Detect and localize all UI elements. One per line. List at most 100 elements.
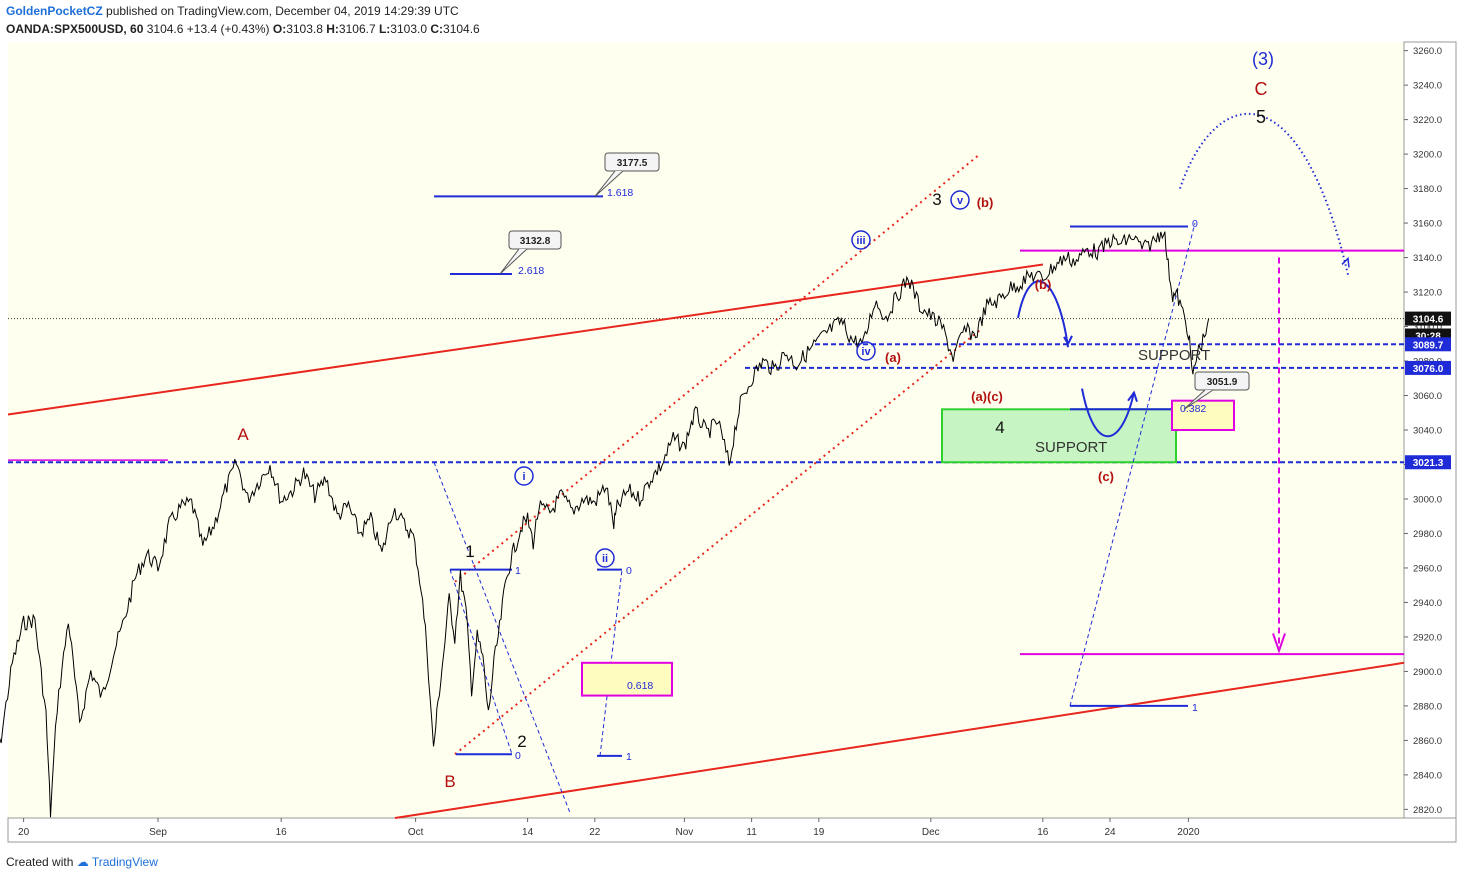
y-tick-label: 3180.0 bbox=[1413, 184, 1442, 195]
wave-label-1: 1 bbox=[465, 542, 474, 561]
callout-3051: 3051.9 bbox=[1207, 377, 1238, 388]
y-tick-label: 2820.0 bbox=[1413, 805, 1442, 816]
callout-3177-pointer bbox=[594, 170, 624, 197]
callout-3132-box bbox=[508, 230, 562, 250]
fib-right-label-0: 0 bbox=[1192, 218, 1198, 230]
projection-c-head bbox=[1127, 390, 1138, 403]
fib-small2-label-0: 0 bbox=[626, 565, 632, 577]
wave-label-iii-circle bbox=[851, 230, 871, 250]
wave-label-2: 2 bbox=[517, 732, 526, 751]
price-tag-label: 3021.3 bbox=[1413, 458, 1444, 469]
support-label-lower: SUPPORT bbox=[1035, 439, 1107, 456]
wave-label-i: i bbox=[522, 471, 525, 483]
y-tick-label: 2840.0 bbox=[1413, 770, 1442, 781]
y-tick-label: 2860.0 bbox=[1413, 736, 1442, 747]
publish-line: GoldenPocketCZ published on TradingView.… bbox=[6, 4, 459, 18]
callout-3051-pointer bbox=[1183, 389, 1214, 410]
callout-3132: 3132.8 bbox=[520, 236, 551, 247]
price-tag-box bbox=[1405, 455, 1451, 470]
y-tick-label: 3240.0 bbox=[1413, 81, 1442, 92]
ohlc-line: OANDA:SPX500USD, 60 3104.6 +13.4 (+0.43%… bbox=[6, 22, 480, 36]
y-tick-label: 3040.0 bbox=[1413, 426, 1442, 437]
close-label: C: bbox=[430, 22, 444, 36]
wave-label-iv-circle bbox=[856, 341, 876, 361]
tradingview-cloud-icon: ☁ bbox=[76, 855, 89, 869]
wave-label-C: C bbox=[1255, 79, 1268, 99]
wave-label-4: 4 bbox=[995, 418, 1004, 437]
wave-label-ac: (a)(c) bbox=[971, 389, 1003, 404]
y-tick-label: 3120.0 bbox=[1413, 288, 1442, 299]
y-tick-label: 3220.0 bbox=[1413, 115, 1442, 126]
fib-0382-box bbox=[1171, 399, 1235, 432]
x-tick-label: 2020 bbox=[1177, 827, 1200, 838]
wave-label-3-degree: (3) bbox=[1252, 49, 1274, 69]
fib-label-2618: 2.618 bbox=[518, 265, 544, 277]
price-tag-label: 3089.7 bbox=[1413, 340, 1444, 351]
wave-label-iii: iii bbox=[856, 235, 865, 247]
x-tick-label: 22 bbox=[589, 827, 601, 838]
channel-top-line bbox=[7, 263, 1044, 416]
wave-label-v: v bbox=[957, 195, 964, 207]
price-tag-label: 3104.6 bbox=[1413, 315, 1444, 326]
fib-0618-box bbox=[581, 661, 673, 697]
channel-dotted-lower bbox=[454, 329, 981, 755]
fib-diagonal-4 bbox=[1069, 222, 1196, 707]
fib-right-label-1: 1 bbox=[1192, 702, 1198, 714]
price-tag-label: 30:28 bbox=[1415, 332, 1441, 343]
time-axis bbox=[7, 817, 1457, 843]
x-tick-label: 24 bbox=[1104, 827, 1116, 838]
y-tick-label: 3140.0 bbox=[1413, 253, 1442, 264]
y-tick-label: 2980.0 bbox=[1413, 529, 1442, 540]
last-price: 3104.6 bbox=[146, 22, 184, 36]
projection-wave5-head bbox=[1341, 256, 1350, 268]
wave-label-iv: iv bbox=[861, 346, 871, 358]
x-tick-label: Dec bbox=[922, 827, 940, 838]
fib-small2-label-0618: 0.618 bbox=[627, 680, 653, 692]
projection-c-arc bbox=[1081, 388, 1135, 438]
symbol-label: OANDA:SPX500USD, 60 bbox=[6, 22, 144, 36]
price-series bbox=[0, 231, 1210, 818]
x-tick-label: 16 bbox=[1037, 827, 1049, 838]
price-change: +13.4 (+0.43%) bbox=[186, 22, 270, 36]
fib-label-0382: 0.382 bbox=[1180, 403, 1206, 415]
y-tick-label: 2920.0 bbox=[1413, 632, 1442, 643]
wave-label-c: (c) bbox=[1098, 469, 1114, 484]
author-link[interactable]: GoldenPocketCZ bbox=[6, 4, 103, 18]
x-tick-label: 14 bbox=[522, 827, 534, 838]
low-label: L: bbox=[378, 22, 391, 36]
tradingview-link[interactable]: TradingView bbox=[91, 855, 158, 869]
price-tag-box bbox=[1405, 360, 1451, 375]
wave-label-A: A bbox=[237, 425, 249, 444]
wave-label-ii-circle bbox=[595, 548, 615, 568]
wave-label-b-projection: (b) bbox=[1035, 277, 1052, 292]
callout-3177-box bbox=[604, 152, 660, 172]
x-tick-label: Oct bbox=[408, 827, 424, 838]
x-tick-label: Sep bbox=[149, 827, 167, 838]
footer: Created with ☁ TradingView bbox=[6, 855, 158, 869]
y-tick-label: 2940.0 bbox=[1413, 598, 1442, 609]
y-tick-label: 3200.0 bbox=[1413, 150, 1442, 161]
high-value: 3106.7 bbox=[338, 22, 376, 36]
wave-label-5: 5 bbox=[1256, 107, 1266, 127]
low-value: 3103.0 bbox=[390, 22, 427, 36]
high-label: H: bbox=[326, 22, 339, 36]
wave-label-a: (a) bbox=[885, 350, 901, 365]
created-with-text: Created with bbox=[6, 855, 74, 869]
x-tick-label: 20 bbox=[18, 827, 30, 838]
fib-small1-label-1: 1 bbox=[515, 565, 521, 577]
y-tick-label: 3260.0 bbox=[1413, 46, 1442, 57]
y-tick-label: 2900.0 bbox=[1413, 667, 1442, 678]
fib-small2-label-1: 1 bbox=[626, 751, 632, 763]
projection-b-head bbox=[1063, 335, 1073, 346]
wave-label-ii: ii bbox=[602, 553, 608, 565]
x-tick-label: 19 bbox=[813, 827, 825, 838]
x-tick-label: 16 bbox=[276, 827, 288, 838]
wave-label-3: 3 bbox=[932, 190, 941, 209]
close-value: 3104.6 bbox=[443, 22, 480, 36]
published-text: published on TradingView.com, December 0… bbox=[106, 4, 459, 18]
fib-small1-label-0: 0 bbox=[515, 750, 521, 762]
y-tick-label: 2960.0 bbox=[1413, 563, 1442, 574]
price-axis bbox=[1403, 41, 1457, 819]
channel-bottom-line bbox=[394, 661, 1405, 819]
